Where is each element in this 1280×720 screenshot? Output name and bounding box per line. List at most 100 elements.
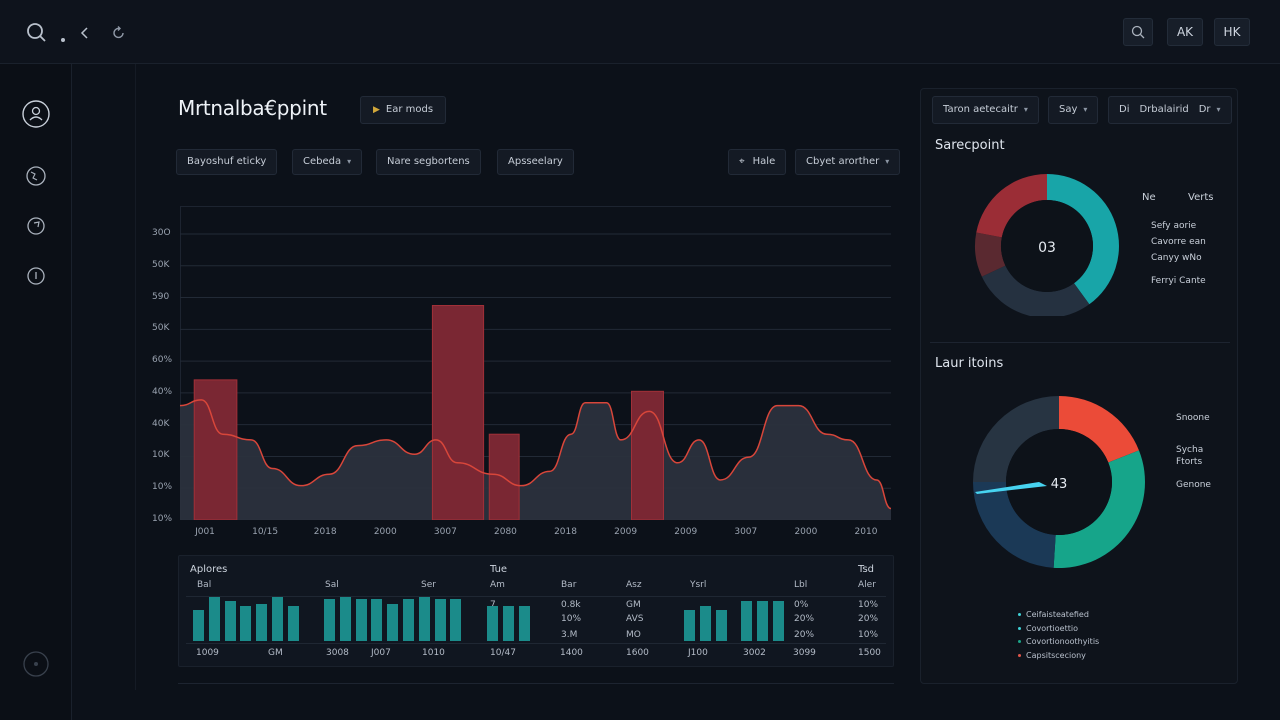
- sort-dropdown[interactable]: Cbyet arorther ▾: [795, 149, 901, 175]
- hide-label: Hale: [752, 156, 776, 167]
- x-tick-label: 2018: [313, 527, 337, 537]
- legend-label: Capsitsceciony: [1026, 650, 1086, 660]
- search-button[interactable]: [1123, 18, 1153, 46]
- globe-icon[interactable]: [22, 162, 50, 190]
- dropdown-label: Drbalairid: [1139, 104, 1189, 115]
- donut1-label: Ferryi Cante: [1151, 276, 1206, 286]
- filter-button-4[interactable]: Apsseelary: [497, 149, 574, 175]
- mini-bar: [450, 599, 462, 641]
- table-marker: 7: [490, 600, 496, 610]
- donut-segment: [1059, 396, 1139, 463]
- play-mode-button[interactable]: ▶ Ear mods: [360, 96, 447, 124]
- chevron-down-icon: ▾: [885, 157, 890, 166]
- y-tick-label: 50K: [152, 323, 170, 334]
- mini-bar: [224, 601, 236, 641]
- mini-bar: [287, 605, 299, 641]
- account-button-hk[interactable]: HK: [1214, 18, 1250, 46]
- table-footer-cell: 1500: [858, 648, 881, 658]
- table-divider: [186, 596, 886, 597]
- y-tick-label: 40%: [152, 386, 173, 397]
- table-cell: 0.8k: [561, 600, 581, 610]
- mini-bar: [502, 605, 514, 641]
- table-cell: GM: [626, 600, 641, 610]
- sort-label: Cbyet arorther: [806, 156, 880, 167]
- table-divider: [186, 643, 886, 644]
- donut2-label: Snoone: [1176, 413, 1210, 423]
- search-icon[interactable]: [26, 22, 48, 44]
- legend-dot-icon: [1018, 613, 1021, 616]
- compass-icon[interactable]: [22, 212, 50, 240]
- donut-segment: [1047, 174, 1119, 305]
- settings-icon[interactable]: [22, 650, 50, 678]
- table-footer-cell: 1009: [196, 648, 219, 658]
- table-tab-right[interactable]: Tsd: [858, 564, 875, 575]
- donut2-label: Sycha Ftorts: [1176, 445, 1204, 467]
- filter-button-3[interactable]: Nare segbortens: [376, 149, 481, 175]
- filter-button-1[interactable]: Bayoshuf eticky: [176, 149, 278, 175]
- table-footer-cell: 3002: [743, 648, 766, 658]
- table-footer-cell: J007: [371, 648, 391, 658]
- mini-bar: [434, 599, 446, 641]
- donut1-center-value: 03: [1038, 240, 1056, 256]
- legend-label: Covortionoothyitis: [1026, 637, 1100, 646]
- dropdown-label: Dr: [1198, 104, 1211, 115]
- play-mode-label: Ear mods: [385, 104, 434, 115]
- donut-hole: [1001, 200, 1093, 292]
- target-icon: ⌖: [739, 156, 745, 167]
- refresh-icon[interactable]: [112, 25, 126, 39]
- mini-bar: [371, 599, 383, 641]
- column-header: Am: [490, 580, 505, 590]
- x-tick-label: 3007: [734, 527, 758, 537]
- data-table: [178, 555, 894, 667]
- sidebar: [0, 64, 72, 720]
- filter-dropdown-2[interactable]: Cebeda ▾: [292, 149, 363, 175]
- chevron-down-icon: ▾: [1083, 105, 1088, 114]
- donut1-title: Sarecpoint: [935, 138, 1005, 153]
- right-dropdown-3[interactable]: Di Drbalairid Dr ▾: [1108, 96, 1232, 124]
- info-icon[interactable]: [22, 262, 50, 290]
- y-tick-label: 10%: [152, 514, 173, 524]
- table-cell: 20%: [858, 614, 879, 624]
- mini-bar: [518, 605, 530, 641]
- chevron-down-icon: ▾: [1023, 105, 1028, 114]
- y-tick-label: 60%: [152, 355, 173, 366]
- table-cell: 10%: [858, 630, 879, 640]
- top-bar: AK HK: [0, 0, 1280, 64]
- table-footer-cell: GM: [268, 648, 283, 658]
- account-button-ak[interactable]: AK: [1167, 18, 1203, 46]
- right-dropdown-2[interactable]: Say ▾: [1048, 96, 1099, 124]
- column-header: Bar: [561, 580, 577, 590]
- table-footer-cell: 3099: [793, 648, 816, 658]
- table-cell: AVS: [626, 614, 644, 624]
- mini-bar: [387, 603, 399, 641]
- mini-bar: [715, 610, 727, 641]
- x-tick-label: 10/15: [252, 527, 279, 537]
- table-footer-cell: 1600: [626, 648, 649, 658]
- mini-bar: [339, 597, 351, 641]
- area-fill: [180, 399, 891, 520]
- mini-bar: [487, 605, 498, 641]
- dot-icon[interactable]: [60, 28, 66, 42]
- x-tick-label: 2080: [494, 527, 517, 537]
- column-header: Bal: [197, 580, 212, 590]
- right-dropdown-1[interactable]: Taron aetecaitr ▾: [932, 96, 1039, 124]
- profile-icon[interactable]: [22, 100, 50, 128]
- y-tick-label: 30O: [152, 228, 171, 238]
- mini-bar: [272, 597, 283, 641]
- page-title: Mrtnalba€ppint: [178, 96, 327, 120]
- table-footer-cell: 10/47: [490, 648, 516, 658]
- donut-segment: [981, 265, 1090, 316]
- donut-chart-1: 03: [975, 174, 1119, 316]
- y-tick-label: 40K: [152, 418, 170, 429]
- column-header: Lbl: [794, 580, 808, 590]
- table-footer-cell: 1400: [560, 648, 583, 658]
- chart-bar: [193, 379, 238, 520]
- back-arrow-icon[interactable]: [80, 25, 90, 39]
- x-tick-label: 2009: [614, 527, 638, 537]
- table-tab[interactable]: Tue: [490, 564, 508, 575]
- dropdown-prefix: Di: [1119, 104, 1130, 115]
- y-tick-label: 10%: [152, 482, 173, 493]
- hide-button[interactable]: ⌖ Hale: [728, 149, 787, 175]
- donut-segment: [1053, 450, 1145, 568]
- legend-item: Ceifaisteatefied: [1018, 610, 1089, 619]
